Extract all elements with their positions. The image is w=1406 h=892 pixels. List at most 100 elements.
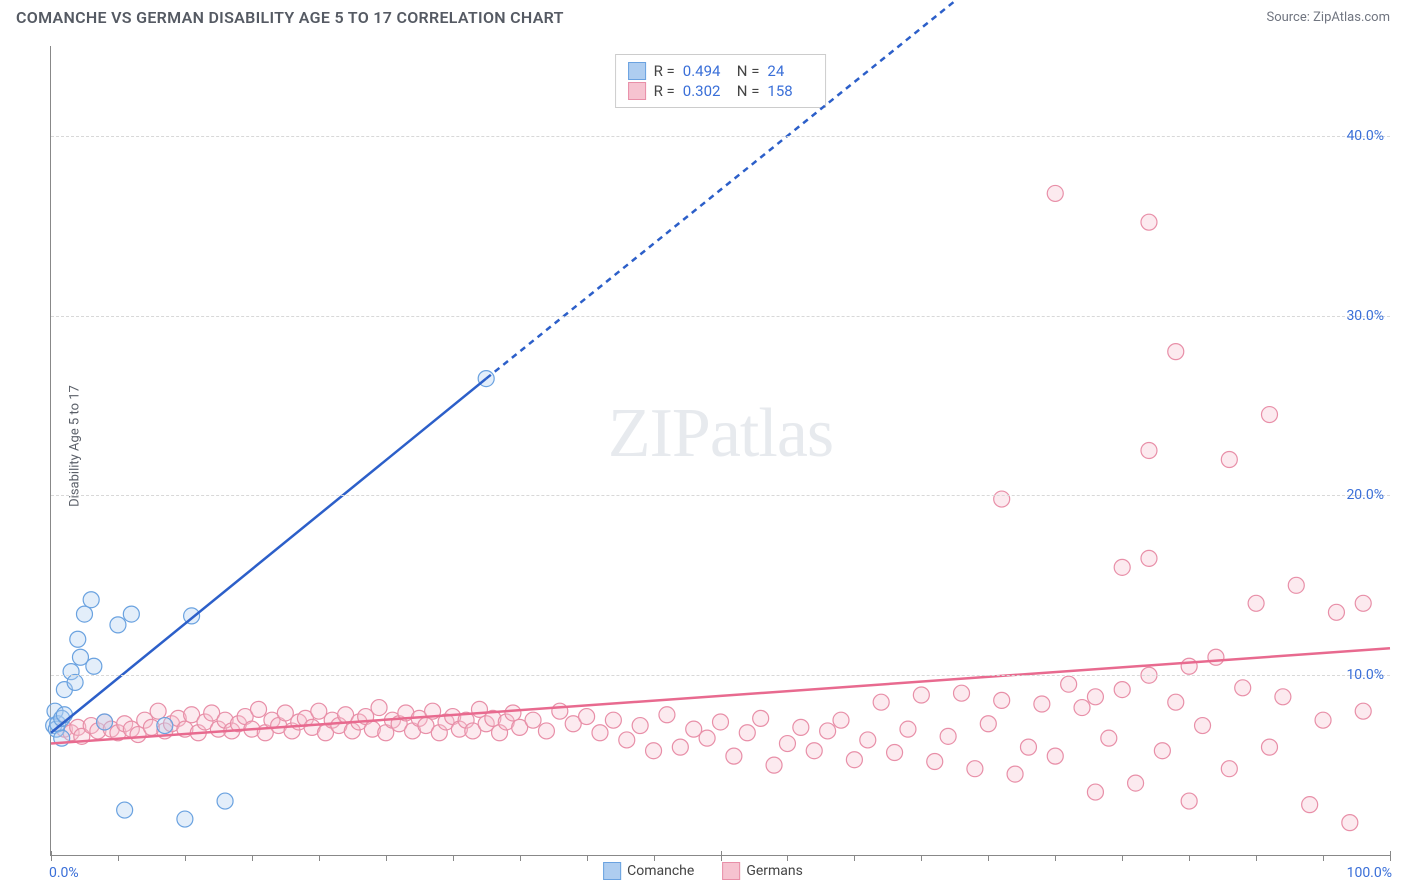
data-point xyxy=(371,700,387,716)
legend-swatch-germans xyxy=(722,862,740,880)
data-point xyxy=(753,710,769,726)
data-point xyxy=(1315,712,1331,728)
grid-line xyxy=(51,316,1390,317)
data-point xyxy=(980,716,996,732)
data-point xyxy=(1288,577,1304,593)
legend-item-germans: Germans xyxy=(722,862,803,880)
grid-line xyxy=(51,136,1390,137)
data-point xyxy=(726,748,742,764)
data-point xyxy=(83,592,99,608)
legend-swatch-comanche xyxy=(603,862,621,880)
data-point xyxy=(86,658,102,674)
data-point xyxy=(994,692,1010,708)
scatter-svg xyxy=(51,46,1390,855)
data-point xyxy=(994,491,1010,507)
data-point xyxy=(913,687,929,703)
data-point xyxy=(659,707,675,723)
data-point xyxy=(793,719,809,735)
data-point xyxy=(927,754,943,770)
legend-label-germans: Germans xyxy=(746,863,803,879)
chart-plot-area: ZIPatlas R = 0.494 N = 24 R = 0.302 N = … xyxy=(50,46,1390,856)
data-point xyxy=(525,712,541,728)
data-point xyxy=(1114,682,1130,698)
x-tick xyxy=(386,855,387,861)
legend-label-comanche: Comanche xyxy=(627,863,694,879)
data-point xyxy=(1355,595,1371,611)
data-point xyxy=(605,712,621,728)
data-point xyxy=(940,728,956,744)
data-point xyxy=(806,743,822,759)
x-tick xyxy=(51,851,52,861)
x-tick xyxy=(252,855,253,861)
data-point xyxy=(1061,676,1077,692)
data-point xyxy=(1342,815,1358,831)
x-tick xyxy=(787,855,788,861)
data-point xyxy=(117,802,133,818)
source-label: Source: ZipAtlas.com xyxy=(1266,10,1390,25)
data-point xyxy=(76,606,92,622)
x-tick xyxy=(1189,855,1190,861)
data-point xyxy=(1154,743,1170,759)
data-point xyxy=(1261,739,1277,755)
x-tick xyxy=(185,855,186,861)
x-tick xyxy=(453,855,454,861)
data-point xyxy=(1141,550,1157,566)
data-point xyxy=(592,725,608,741)
data-point xyxy=(1128,775,1144,791)
data-point xyxy=(1101,730,1117,746)
data-point xyxy=(1141,443,1157,459)
data-point xyxy=(739,725,755,741)
data-point xyxy=(1195,718,1211,734)
data-point xyxy=(1074,700,1090,716)
grid-line xyxy=(51,675,1390,676)
data-point xyxy=(97,714,113,730)
x-tick xyxy=(118,855,119,861)
x-tick xyxy=(721,851,722,861)
data-point xyxy=(1168,694,1184,710)
x-tick xyxy=(1122,855,1123,861)
legend-item-comanche: Comanche xyxy=(603,862,694,880)
x-tick xyxy=(654,855,655,861)
x-tick-label-max: 100.0% xyxy=(1347,865,1392,881)
data-point xyxy=(150,703,166,719)
chart-title: COMANCHE VS GERMAN DISABILITY AGE 5 TO 1… xyxy=(16,8,564,27)
data-point xyxy=(217,793,233,809)
data-point xyxy=(1114,559,1130,575)
data-point xyxy=(1221,451,1237,467)
x-tick xyxy=(1390,851,1391,861)
data-point xyxy=(251,701,267,717)
data-point xyxy=(177,811,193,827)
data-point xyxy=(954,685,970,701)
data-point xyxy=(900,721,916,737)
data-point xyxy=(833,712,849,728)
y-tick-label: 10.0% xyxy=(1346,667,1384,683)
data-point xyxy=(779,736,795,752)
data-point xyxy=(1208,649,1224,665)
trend-line xyxy=(486,0,1390,379)
x-tick xyxy=(921,855,922,861)
grid-line xyxy=(51,495,1390,496)
data-point xyxy=(632,718,648,734)
data-point xyxy=(619,732,635,748)
series-legend: Comanche Germans xyxy=(603,862,803,880)
data-point xyxy=(552,703,568,719)
data-point xyxy=(672,739,688,755)
data-point xyxy=(967,761,983,777)
data-point xyxy=(1355,703,1371,719)
y-tick-label: 30.0% xyxy=(1346,308,1384,324)
data-point xyxy=(699,730,715,746)
x-tick xyxy=(587,855,588,861)
x-tick xyxy=(854,855,855,861)
data-point xyxy=(1020,739,1036,755)
data-point xyxy=(1047,185,1063,201)
data-point xyxy=(70,631,86,647)
data-point xyxy=(157,718,173,734)
data-point xyxy=(1007,766,1023,782)
data-point xyxy=(820,723,836,739)
data-point xyxy=(579,709,595,725)
data-point xyxy=(538,723,554,739)
data-point xyxy=(713,714,729,730)
x-tick xyxy=(988,855,989,861)
data-point xyxy=(646,743,662,759)
data-point xyxy=(1047,748,1063,764)
